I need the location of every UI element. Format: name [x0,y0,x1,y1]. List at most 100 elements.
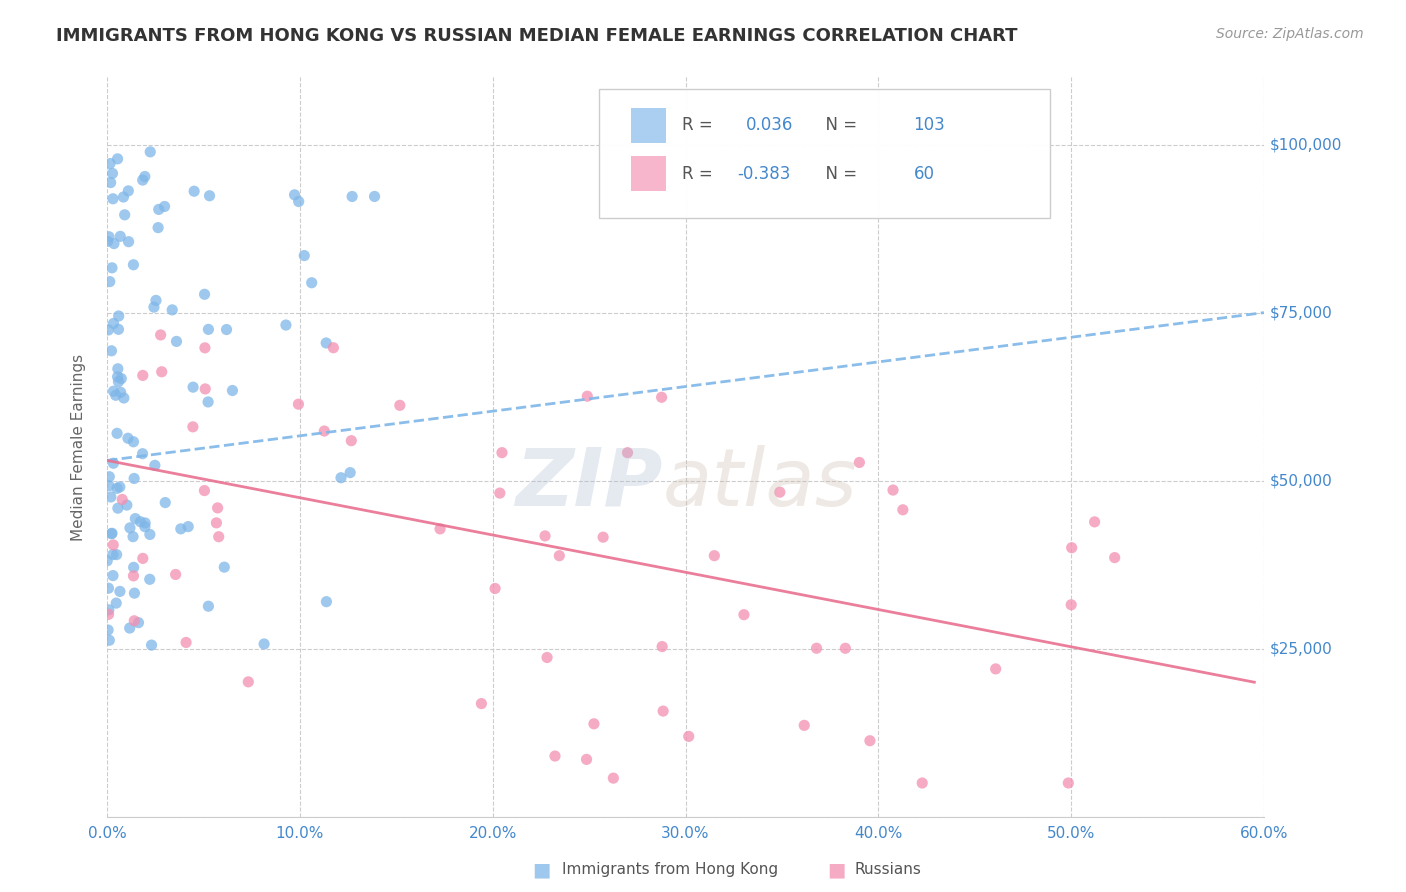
Point [1104,550,1126,565]
Point [117,235,139,249]
Point [97,607,120,622]
Point [1060,598,1083,612]
Point [139,527,162,541]
Point [143,458,166,473]
Point [107,501,129,516]
Point [146,220,169,235]
Point [127,615,149,630]
Point [111,492,134,507]
Point [205,516,228,530]
Point [616,445,638,459]
Y-axis label: Median Female Earnings: Median Female Earnings [72,353,86,541]
Point [429,522,451,536]
Point [139,572,162,586]
Point [122,560,145,574]
Point [651,640,673,654]
Point [292,249,315,263]
Point [470,697,492,711]
Point [131,173,153,187]
Point [114,208,136,222]
Point [911,776,934,790]
Point [330,471,353,485]
Point [101,568,124,582]
Point [197,599,219,614]
FancyBboxPatch shape [631,108,666,144]
Point [97,235,120,249]
Point [1060,541,1083,555]
Point [253,637,276,651]
Point [287,397,309,411]
Point [101,260,124,275]
Point [198,188,221,202]
Text: Source: ZipAtlas.com: Source: ZipAtlas.com [1216,27,1364,41]
Point [105,426,128,441]
Point [301,276,323,290]
Point [274,318,297,332]
Point [124,586,146,600]
Point [214,560,236,574]
Point [388,398,411,412]
Point [105,548,128,562]
Point [602,771,624,785]
Point [193,287,215,301]
Text: Russians: Russians [855,863,922,877]
Point [166,334,188,349]
Point [769,485,792,500]
Point [100,526,122,541]
Point [149,327,172,342]
Text: $100,000: $100,000 [1270,137,1343,153]
Point [183,184,205,198]
Point [339,466,361,480]
Point [97,323,120,337]
Point [882,483,904,497]
Point [363,189,385,203]
Point [221,384,243,398]
Point [107,369,129,384]
Text: N =: N = [815,117,862,135]
Point [132,368,155,383]
Point [122,434,145,449]
Point [103,236,125,251]
Text: R =: R = [682,117,718,135]
Point [215,322,238,336]
Point [104,388,127,402]
Point [793,718,815,732]
Point [100,343,122,358]
Point [1084,515,1107,529]
Text: $50,000: $50,000 [1270,473,1333,488]
Point [129,515,152,529]
Point [107,375,129,389]
Point [208,530,231,544]
Text: ■: ■ [827,860,846,880]
Point [548,549,571,563]
Point [132,551,155,566]
Point [170,522,193,536]
Point [112,391,135,405]
Point [165,567,187,582]
Point [124,511,146,525]
Point [207,500,229,515]
Point [96,554,118,568]
Text: $75,000: $75,000 [1270,305,1333,320]
Point [103,384,125,399]
Point [145,293,167,308]
Point [103,456,125,470]
Point [98,229,121,244]
Point [105,481,128,495]
Point [491,445,513,459]
Point [651,390,673,404]
Point [181,380,204,394]
Point [148,202,170,217]
Point [174,635,197,649]
Point [534,529,557,543]
Point [314,424,336,438]
Point [122,471,145,485]
Point [107,309,129,323]
Point [733,607,755,622]
Text: 60: 60 [914,164,935,183]
Point [122,258,145,272]
Point [101,526,124,541]
Point [122,530,145,544]
Point [117,431,139,445]
Point [134,169,156,184]
